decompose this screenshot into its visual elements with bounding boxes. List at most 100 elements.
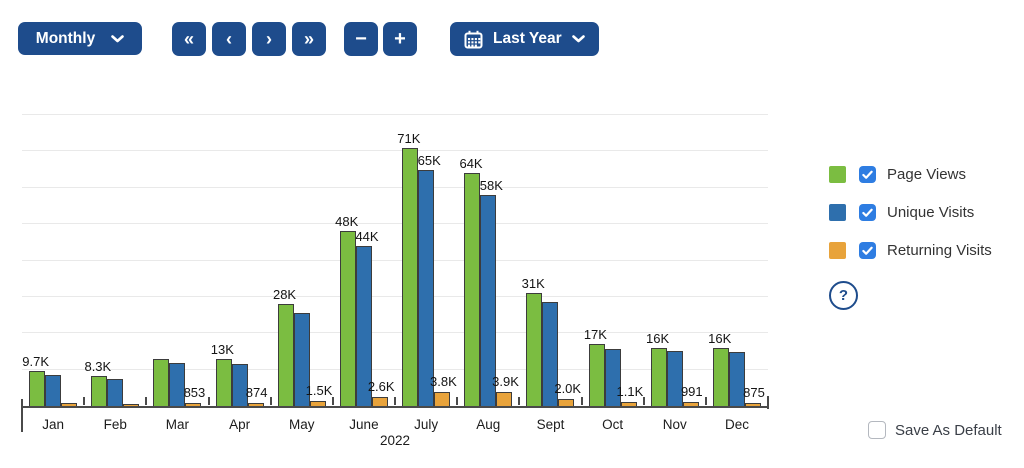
period-dropdown-label: Monthly — [35, 29, 96, 47]
x-axis-month-label: Sept — [536, 417, 565, 432]
bar-value-label: 58K — [479, 178, 503, 194]
bar-group-feb: 8.3K Feb — [84, 108, 146, 432]
bar-group-may: 28K 1.5K May — [271, 108, 333, 432]
save-as-default-checkbox[interactable] — [868, 421, 886, 439]
bar-value-label: 3.9K — [492, 373, 519, 389]
returning-visits-swatch-icon — [829, 242, 846, 259]
gridline — [22, 186, 768, 188]
legend-item-page-views: Page Views — [829, 166, 992, 183]
gridline — [22, 295, 768, 297]
check-icon — [862, 246, 873, 255]
axis-tick — [83, 397, 86, 405]
bar-value-label: 3.8K — [429, 374, 457, 390]
zoom-out-button[interactable]: − — [344, 22, 378, 56]
unique-visits-bar — [542, 302, 559, 406]
help-icon[interactable]: ? — [829, 281, 858, 310]
page-views-bar — [464, 173, 481, 406]
bar-value-label: 13K — [210, 341, 234, 357]
unique-visits-swatch-icon — [829, 204, 846, 221]
returning-visits-bar — [682, 402, 699, 406]
gridline — [22, 223, 768, 225]
bar-group-mar: 853 Mar — [146, 108, 208, 432]
bar-value-label: 65K — [417, 152, 441, 168]
page-views-bar — [402, 147, 419, 406]
axis-tick — [456, 397, 459, 405]
bar-value-label: 31K — [521, 276, 545, 292]
double-chevron-right-icon: » — [303, 28, 314, 49]
minus-icon: − — [355, 28, 367, 50]
bar-value-label: 16K — [645, 330, 670, 346]
axis-tick — [767, 396, 769, 409]
x-axis-month-label: May — [289, 417, 315, 432]
bar-value-label: 17K — [583, 327, 607, 343]
page-views-checkbox[interactable] — [859, 166, 876, 183]
bar-value-label: 991 — [680, 384, 703, 400]
unique-visits-bar — [293, 313, 310, 406]
visits-bar-chart: 9.7K Jan 8.3K Feb 853 Mar 13K 874 Apr 28K 1.5K May 4… — [21, 108, 769, 432]
check-icon — [862, 208, 873, 217]
bar-value-label: 48K — [335, 214, 359, 230]
chevron-left-icon: ‹ — [226, 28, 232, 49]
save-as-default: Save As Default — [868, 421, 1002, 439]
x-axis-month-label: July — [414, 417, 439, 432]
bar-value-label: 853 — [183, 384, 206, 400]
chevron-down-icon — [571, 35, 585, 43]
x-axis-month-label: Mar — [165, 417, 190, 432]
double-chevron-left-icon: « — [183, 28, 194, 49]
returning-visits-bar — [123, 404, 140, 406]
last-button[interactable]: » — [292, 22, 326, 56]
bar-value-label: 875 — [743, 384, 765, 400]
unique-visits-bar — [666, 351, 683, 406]
axis-tick — [21, 399, 23, 432]
chevron-down-icon — [111, 34, 125, 42]
bar-value-label: 1.1K — [616, 384, 644, 399]
page-views-bar — [588, 344, 605, 406]
gridline — [22, 114, 768, 115]
bar-value-label: 8.3K — [84, 358, 112, 374]
bar-group-sept: 31K 2.0K Sept — [519, 108, 581, 432]
axis-tick — [394, 397, 396, 405]
legend-label: Unique Visits — [887, 204, 975, 221]
bar-group-jan: 9.7K Jan — [22, 108, 84, 432]
page-views-bar — [91, 375, 108, 406]
bar-group-aug: 64K 58K 3.9K Aug — [457, 108, 519, 432]
period-dropdown[interactable]: Monthly — [18, 22, 142, 55]
axis-tick — [331, 397, 334, 405]
returning-visits-bar — [496, 391, 513, 406]
zoom-in-button[interactable]: + — [383, 22, 417, 56]
legend-label: Page Views — [887, 166, 966, 183]
first-button[interactable]: « — [172, 22, 206, 56]
page-views-bar — [526, 293, 543, 406]
previous-button[interactable]: ‹ — [212, 22, 246, 56]
page-views-bar — [277, 304, 294, 406]
question-mark-glyph: ? — [838, 287, 849, 304]
save-as-default-label: Save As Default — [895, 421, 1002, 439]
calendar-icon — [464, 30, 483, 48]
x-axis-month-label: Feb — [103, 417, 127, 432]
bar-value-label: 64K — [459, 156, 483, 172]
returning-visits-checkbox[interactable] — [859, 242, 876, 259]
date-range-label: Last Year — [493, 30, 562, 47]
date-range-dropdown[interactable]: Last Year — [450, 22, 599, 56]
unique-visits-bar — [728, 352, 745, 406]
unique-visits-bar — [169, 363, 186, 406]
returning-visits-bar — [61, 403, 77, 406]
chevron-right-icon: › — [266, 28, 272, 49]
next-button[interactable]: › — [252, 22, 286, 56]
bar-group-apr: 13K 874 Apr — [209, 108, 271, 432]
x-axis-month-label: Oct — [602, 417, 624, 432]
unique-visits-checkbox[interactable] — [859, 204, 876, 221]
check-icon — [862, 170, 873, 179]
unique-visits-bar — [45, 374, 61, 406]
returning-visits-bar — [247, 402, 264, 406]
legend-item-unique-visits: Unique Visits — [829, 204, 992, 221]
legend-label: Returning Visits — [887, 242, 992, 259]
returning-visits-bar — [309, 400, 326, 406]
x-axis-month-label: Dec — [724, 417, 749, 432]
x-axis-month-label: June — [349, 417, 379, 432]
x-axis-month-label: Apr — [229, 417, 251, 432]
returning-visits-bar — [185, 402, 202, 406]
unique-visits-bar — [231, 364, 248, 406]
returning-visits-bar — [371, 396, 388, 406]
bar-value-label: 71K — [397, 130, 421, 146]
